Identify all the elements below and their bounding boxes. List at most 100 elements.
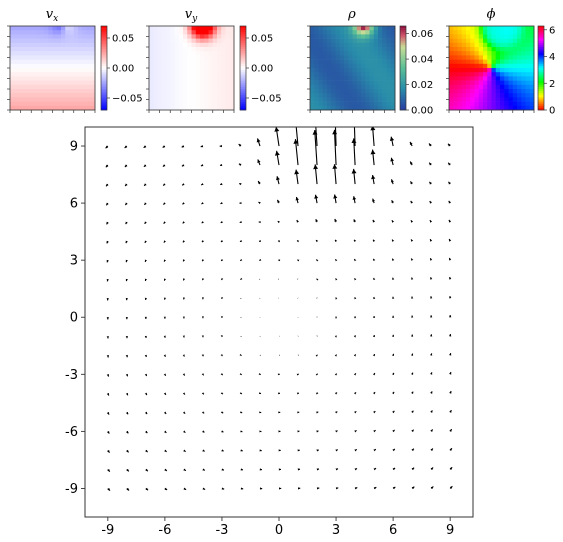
vx-cell: [65, 93, 70, 98]
vy-cell: [225, 76, 231, 81]
quiver-arrow: [428, 162, 432, 166]
vx-cell: [31, 51, 36, 56]
phi-cell: [529, 105, 535, 111]
phi-cell: [525, 76, 531, 81]
quiver-arrow: [430, 486, 434, 490]
rho-cell: [314, 68, 319, 73]
vy-colorbar-swatch: [240, 61, 246, 65]
quiver-arrow: [220, 239, 224, 243]
rho-cell: [344, 80, 349, 86]
vx-cell: [10, 42, 15, 48]
rho-cell: [327, 30, 332, 35]
rho-cell: [348, 80, 353, 86]
quiver-arrow: [411, 277, 414, 280]
vy-cell: [149, 47, 154, 52]
phi-cell: [508, 97, 514, 102]
vx-cell: [14, 89, 19, 94]
phi-cell: [449, 34, 454, 39]
rho-cell: [390, 72, 396, 77]
rho-cell: [331, 55, 336, 60]
vx-cell: [35, 76, 41, 81]
rho-cell: [378, 42, 383, 48]
quiver-arrow: [239, 183, 242, 186]
vx-cell: [27, 34, 32, 39]
vx-cell: [82, 93, 87, 98]
rho-cell: [356, 63, 362, 69]
vx-cell: [18, 105, 24, 111]
rho-cell: [322, 38, 328, 44]
phi-cell: [453, 55, 458, 60]
phi-cell: [461, 84, 467, 90]
phi-colorbar-tick-label: 0: [549, 106, 555, 117]
vx-cell: [22, 84, 28, 90]
vx-cell: [14, 30, 19, 35]
phi-cell: [529, 30, 535, 35]
rho-cell: [365, 55, 370, 60]
phi-cell: [500, 80, 505, 86]
quiver-arrow: [373, 448, 377, 452]
phi-cell: [495, 55, 501, 60]
rho-cell: [386, 84, 392, 90]
vy-cell: [208, 63, 214, 69]
quiver-arrow: [373, 410, 376, 414]
vy-colorbar-swatch: [240, 44, 246, 48]
phi-colorbar-swatch: [538, 49, 544, 52]
vx-cell: [52, 47, 58, 52]
quiver-arrow: [294, 169, 300, 185]
phi-cell: [449, 55, 454, 60]
vx-cell: [14, 101, 19, 107]
rho-cell: [373, 42, 379, 48]
vy-cell: [200, 80, 205, 86]
phi-cell: [508, 42, 514, 48]
x-tick-label: 3: [332, 523, 340, 538]
rho-cell: [378, 55, 383, 60]
vy-colorbar-swatch: [240, 55, 246, 58]
phi-cell: [457, 76, 463, 81]
phi-cell: [521, 42, 526, 48]
vx-cell: [52, 34, 58, 39]
phi-cell: [487, 34, 492, 39]
vx-cell: [90, 93, 96, 98]
vy-cell: [157, 68, 163, 73]
rho-cell: [310, 38, 315, 44]
vx-colorbar-swatch: [101, 26, 107, 29]
quiver-arrow: [372, 219, 376, 223]
rho-cell: [314, 80, 319, 86]
phi-cell: [491, 80, 497, 86]
vy-cell: [174, 59, 180, 65]
vx-cell: [61, 42, 66, 48]
phi-cell: [478, 47, 484, 52]
vy-cell: [161, 34, 167, 39]
rho-colorbar-swatch: [400, 78, 406, 81]
vy-cell: [217, 34, 222, 39]
phi-colorbar-swatch: [538, 76, 544, 79]
phi-cell: [457, 93, 463, 98]
quiver-arrow: [143, 183, 147, 187]
rho-cell: [322, 30, 328, 35]
phi-cell: [478, 55, 484, 60]
vy-cell: [221, 34, 226, 39]
vy-cell: [170, 76, 175, 81]
rho-cell: [386, 59, 392, 65]
phi-cell: [457, 80, 463, 86]
phi-cell: [500, 97, 505, 102]
quiver-arrow: [293, 139, 299, 166]
quiver-arrow: [430, 467, 434, 470]
phi-cell: [495, 68, 501, 73]
quiver-arrow: [124, 183, 128, 187]
rho-cell: [318, 80, 324, 86]
rho-cell: [373, 93, 379, 98]
rho-cell: [310, 59, 315, 65]
rho-colorbar-swatch: [400, 93, 406, 96]
vx-cell: [82, 42, 87, 48]
phi-cell: [504, 84, 509, 90]
phi-cell: [449, 101, 454, 107]
vx-cell: [65, 63, 70, 69]
phi-cell: [500, 84, 505, 90]
phi-cell: [461, 76, 467, 81]
vx-colorbar-swatch: [101, 103, 107, 107]
vx-cell: [73, 47, 79, 52]
rho-cell: [365, 89, 370, 94]
quiver-arrow: [372, 198, 375, 204]
vx-cell: [65, 101, 70, 107]
